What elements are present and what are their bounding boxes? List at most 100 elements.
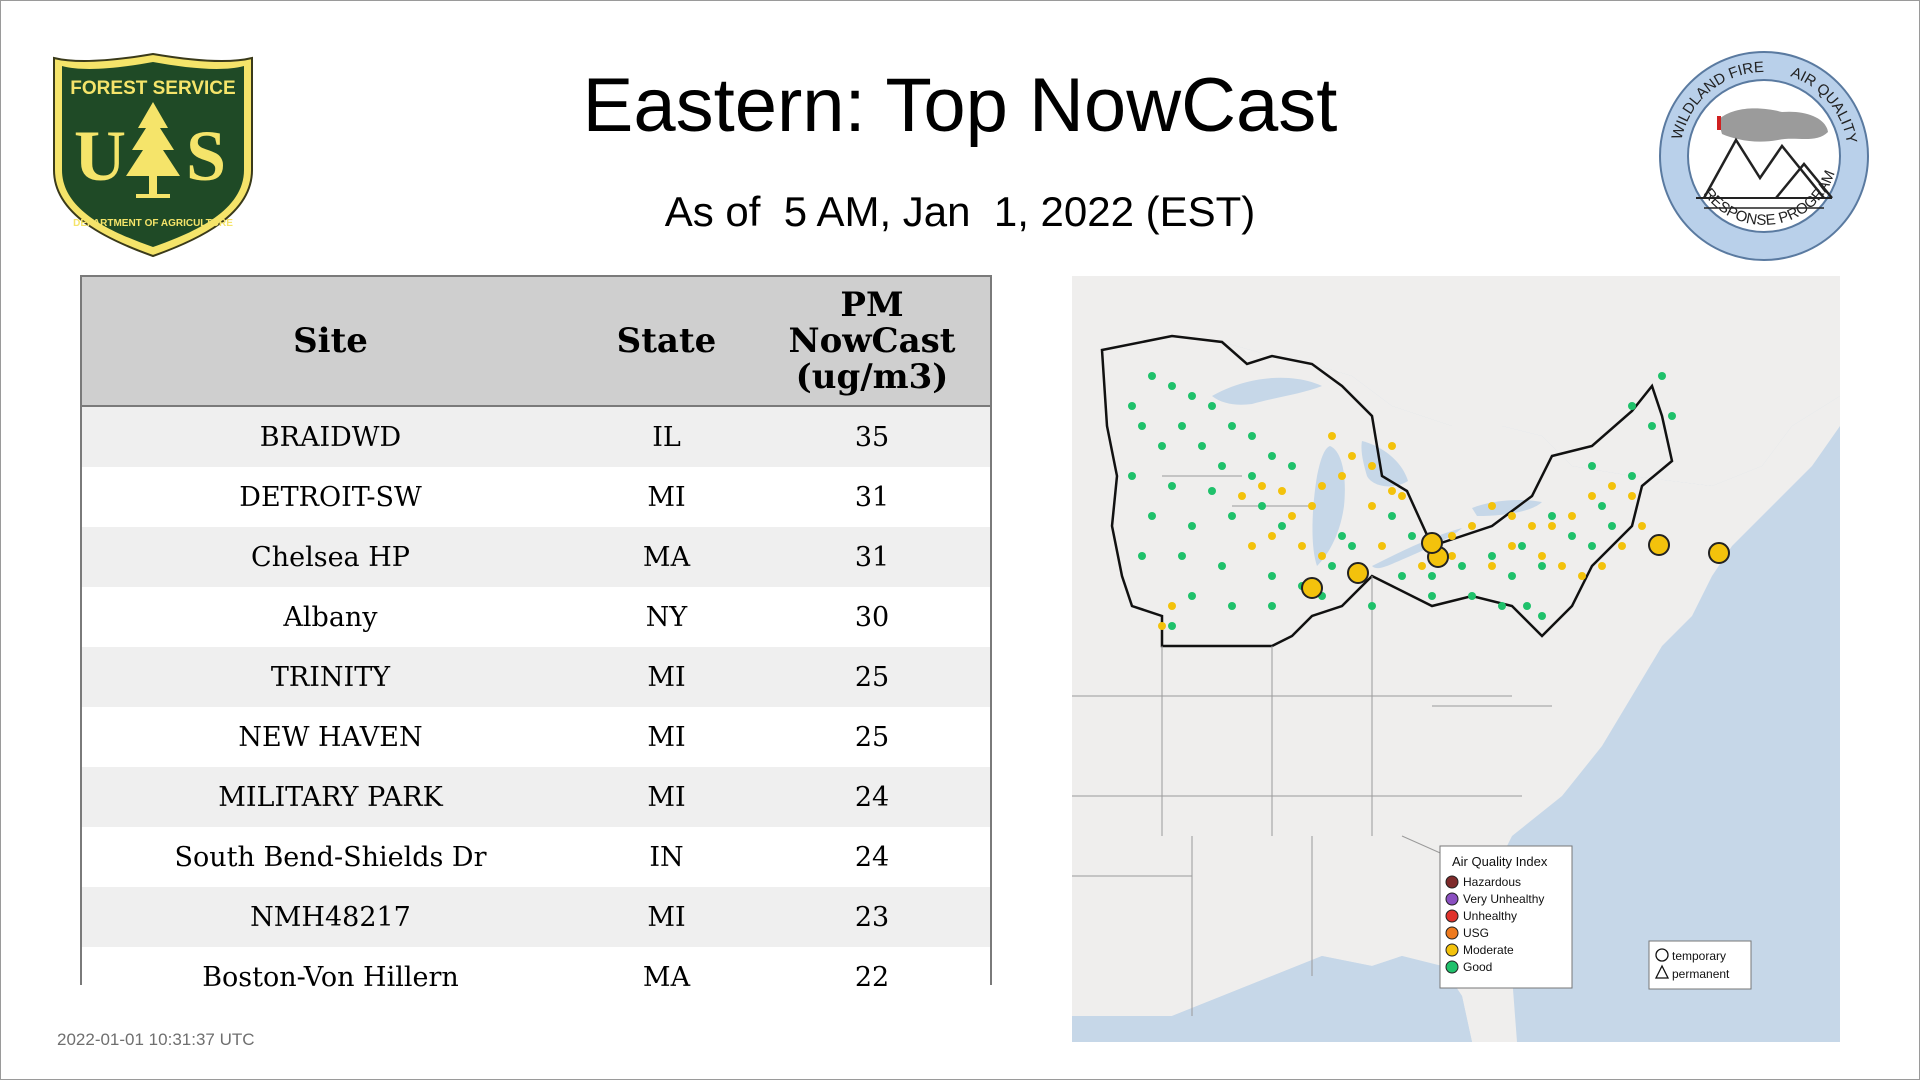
monitor-marker — [1598, 502, 1606, 510]
legend-item-label: USG — [1463, 926, 1489, 940]
monitor-marker — [1368, 602, 1376, 610]
monitor-marker — [1598, 562, 1606, 570]
monitor-marker — [1523, 602, 1531, 610]
cell-state: NY — [579, 587, 754, 647]
column-header-state: State — [579, 277, 754, 407]
monitor-marker — [1258, 502, 1266, 510]
monitor-marker — [1348, 542, 1356, 550]
table-row: MILITARY PARK MI 24 — [82, 767, 990, 827]
legend-swatch-icon — [1445, 960, 1459, 974]
monitor-marker — [1568, 512, 1576, 520]
legend-swatch-icon — [1445, 943, 1459, 957]
legend-permanent-triangle-icon — [1654, 964, 1670, 979]
cell-value: 31 — [754, 527, 990, 587]
monitor-marker — [1628, 472, 1636, 480]
table-row: NMH48217 MI 23 — [82, 887, 990, 947]
cell-value: 23 — [754, 887, 990, 947]
cell-state: MI — [579, 767, 754, 827]
map-legend: Air Quality Index Hazardous Very Unhealth… — [1439, 845, 1752, 990]
monitor-marker — [1338, 472, 1346, 480]
monitor-marker — [1148, 372, 1156, 380]
monitor-marker — [1268, 602, 1276, 610]
monitor-marker — [1528, 522, 1536, 530]
cell-value: 24 — [754, 827, 990, 887]
monitor-marker — [1168, 382, 1176, 390]
monitor-marker — [1468, 592, 1476, 600]
legend-swatch-icon — [1445, 926, 1459, 940]
monitor-marker — [1538, 612, 1546, 620]
monitor-marker — [1398, 492, 1406, 500]
map-markers — [1128, 372, 1730, 630]
monitor-marker — [1228, 422, 1236, 430]
monitor-marker — [1538, 562, 1546, 570]
monitor-marker — [1138, 422, 1146, 430]
monitor-marker — [1538, 552, 1546, 560]
monitor-marker — [1168, 482, 1176, 490]
monitor-marker — [1188, 592, 1196, 600]
cell-site: BRAIDWD — [82, 406, 579, 467]
monitor-marker — [1138, 552, 1146, 560]
monitor-marker — [1328, 432, 1336, 440]
monitor-marker — [1648, 422, 1656, 430]
cell-site: South Bend-Shields Dr — [82, 827, 579, 887]
legend-item-label: Moderate — [1463, 943, 1514, 957]
monitor-marker — [1468, 522, 1476, 530]
monitor-marker — [1578, 572, 1586, 580]
air-quality-map: Air Quality Index Hazardous Very Unhealth… — [1072, 276, 1840, 1042]
table-row: Boston-Von Hillern MA 22 — [82, 947, 990, 1007]
cell-value: 30 — [754, 587, 990, 647]
monitor-marker — [1208, 487, 1216, 495]
monitor-marker — [1318, 552, 1326, 560]
logo-left-letter-u: U — [74, 116, 126, 196]
monitor-marker — [1448, 532, 1456, 540]
monitor-marker — [1638, 522, 1646, 530]
monitor-marker — [1188, 392, 1196, 400]
monitor-marker — [1378, 542, 1386, 550]
monitor-marker — [1328, 562, 1336, 570]
map-us-land — [1072, 336, 1840, 1042]
monitor-marker — [1208, 402, 1216, 410]
cell-value: 24 — [754, 767, 990, 827]
top-site-marker — [1421, 532, 1443, 554]
monitor-marker — [1608, 482, 1616, 490]
forest-service-logo: FOREST SERVICE U S DEPARTMENT OF AGRICUL… — [53, 52, 253, 258]
monitor-marker — [1168, 602, 1176, 610]
table-row: TRINITY MI 25 — [82, 647, 990, 707]
cell-state: MA — [579, 947, 754, 1007]
legend-swatch-icon — [1445, 909, 1459, 923]
top-site-marker — [1347, 562, 1369, 584]
top-site-marker — [1708, 542, 1730, 564]
cell-state: MI — [579, 467, 754, 527]
cell-site: DETROIT-SW — [82, 467, 579, 527]
monitor-marker — [1418, 562, 1426, 570]
monitor-marker — [1348, 452, 1356, 460]
cell-site: Boston-Von Hillern — [82, 947, 579, 1007]
generated-timestamp: 2022-01-01 10:31:37 UTC — [57, 1030, 255, 1049]
lake-michigan — [1312, 446, 1345, 566]
cell-state: MI — [579, 647, 754, 707]
monitor-marker — [1128, 402, 1136, 410]
monitor-marker — [1308, 502, 1316, 510]
monitor-marker — [1248, 542, 1256, 550]
monitor-marker — [1548, 512, 1556, 520]
cell-value: 31 — [754, 467, 990, 527]
monitor-marker — [1388, 487, 1396, 495]
cell-site: TRINITY — [82, 647, 579, 707]
monitor-marker — [1148, 512, 1156, 520]
map-canada-land — [1072, 276, 1840, 486]
table-row: DETROIT-SW MI 31 — [82, 467, 990, 527]
monitor-marker — [1278, 522, 1286, 530]
nowcast-table: Site State PM NowCast (ug/m3) BRAIDWD IL 3… — [80, 275, 992, 1007]
monitor-marker — [1398, 572, 1406, 580]
wildland-fire-air-quality-logo: WILDLAND FIRE AIR QUALITY RESPONSE PROGR… — [1659, 51, 1869, 261]
monitor-marker — [1248, 472, 1256, 480]
monitor-marker — [1488, 552, 1496, 560]
top-site-marker — [1301, 577, 1323, 599]
monitor-marker — [1428, 572, 1436, 580]
monitor-marker — [1508, 542, 1516, 550]
monitor-marker — [1668, 412, 1676, 420]
page-subtitle: As of 5 AM, Jan 1, 2022 (EST) — [664, 188, 1256, 235]
legend-swatch-icon — [1445, 892, 1459, 906]
monitor-marker — [1218, 462, 1226, 470]
monitor-marker — [1258, 482, 1266, 490]
